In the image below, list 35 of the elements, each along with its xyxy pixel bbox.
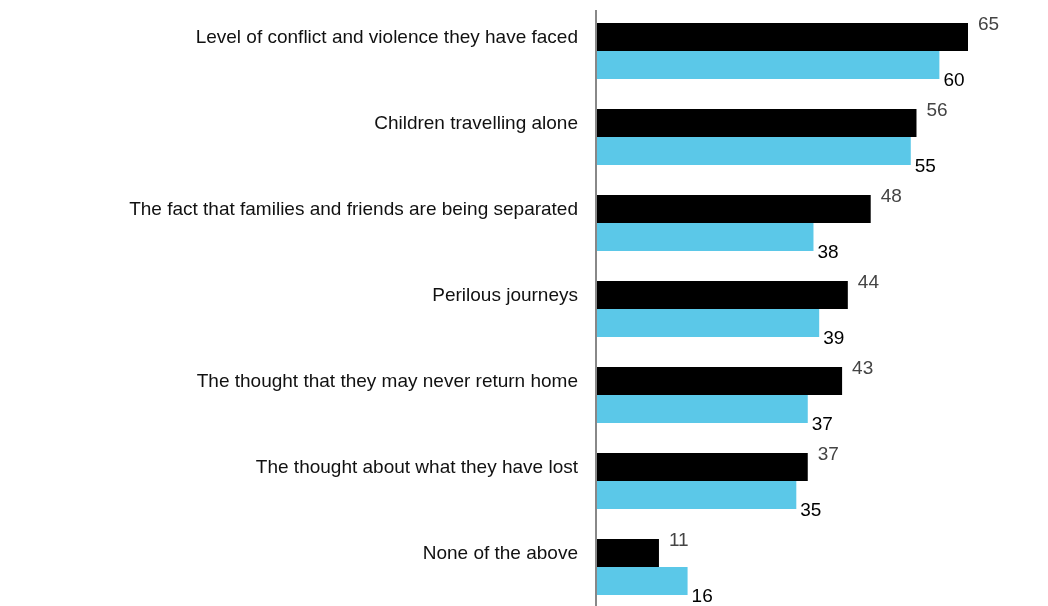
- bar: [596, 395, 808, 423]
- data-label: 11: [668, 529, 689, 551]
- data-label: 39: [823, 327, 845, 349]
- bar: [596, 481, 797, 509]
- data-label: 16: [691, 585, 713, 606]
- bar: [596, 51, 940, 79]
- bar: [596, 281, 848, 309]
- data-label: 37: [817, 443, 839, 465]
- y-tick-label: None of the above: [422, 542, 578, 563]
- bar: [596, 453, 808, 481]
- data-label: 43: [852, 357, 874, 379]
- y-tick-label: The thought that they may never return home: [196, 370, 578, 391]
- data-label: 55: [914, 155, 936, 177]
- data-label: 38: [817, 241, 839, 263]
- data-label: 37: [811, 413, 833, 435]
- y-tick-label: The thought about what they have lost: [255, 456, 579, 477]
- bar: [596, 367, 843, 395]
- bar: [596, 223, 814, 251]
- bar: [596, 195, 871, 223]
- bar: [596, 567, 688, 595]
- data-label: 35: [800, 499, 822, 521]
- y-tick-label: Level of conflict and violence they have faced: [195, 26, 578, 47]
- data-label: 48: [880, 185, 902, 207]
- bar: [596, 137, 911, 165]
- data-label: 60: [943, 69, 965, 91]
- data-label: 56: [926, 99, 948, 121]
- y-tick-label: Perilous journeys: [432, 284, 578, 305]
- data-label: 65: [978, 13, 1000, 35]
- bar: [596, 309, 820, 337]
- y-tick-label: The fact that families and friends are being separated: [129, 198, 578, 219]
- y-tick-label: Children travelling alone: [374, 112, 578, 133]
- bar: [596, 539, 659, 567]
- bar: [596, 23, 968, 51]
- data-label: 44: [857, 271, 880, 293]
- bar: [596, 109, 917, 137]
